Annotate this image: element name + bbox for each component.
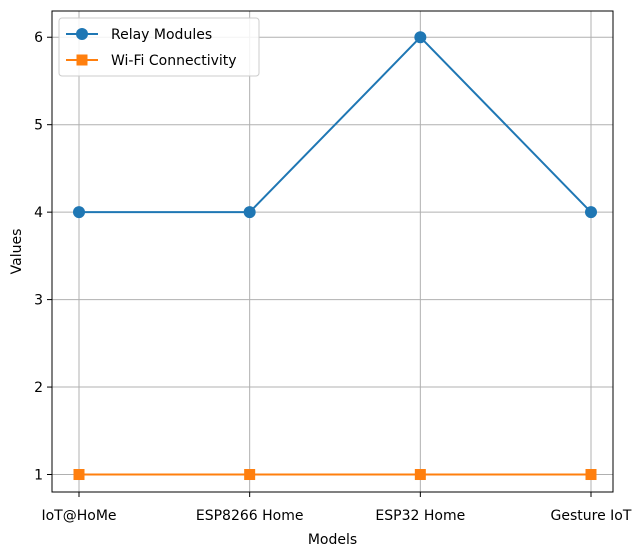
y-axis: 1 2 3 4 5 6 xyxy=(34,30,52,484)
y-tick-label: 1 xyxy=(34,468,43,484)
data-point xyxy=(585,469,597,481)
legend-box xyxy=(58,17,260,77)
y-tick-label: 5 xyxy=(34,118,43,134)
grid xyxy=(52,11,613,492)
x-tick-label: IoT@HoMe xyxy=(41,508,116,524)
y-tick-label: 4 xyxy=(34,205,43,221)
data-point xyxy=(414,31,427,44)
legend-label: Wi-Fi Connectivity xyxy=(111,53,237,69)
x-tick-label: ESP32 Home xyxy=(375,508,465,524)
plot-frame xyxy=(51,10,614,493)
data-point xyxy=(244,469,256,481)
y-tick-label: 3 xyxy=(34,293,43,309)
y-axis-title: Values xyxy=(9,229,25,275)
y-tick-label: 6 xyxy=(34,30,43,46)
legend-marker xyxy=(76,54,88,66)
x-axis-title: Models xyxy=(308,532,357,548)
legend-marker xyxy=(76,28,88,40)
x-tick-label: Gesture IoT xyxy=(551,508,632,524)
series xyxy=(73,469,597,481)
y-tick-label: 2 xyxy=(34,380,43,396)
data-point xyxy=(73,206,85,219)
data-point xyxy=(243,206,256,219)
series-group xyxy=(73,31,597,481)
legend-label: Relay Modules xyxy=(111,27,212,43)
data-point xyxy=(73,469,85,481)
x-tick-label: ESP8266 Home xyxy=(196,508,304,524)
series-line xyxy=(79,35,592,214)
data-point xyxy=(414,469,426,481)
legend: Relay Modules Wi-Fi Connectivity xyxy=(58,17,260,77)
data-point xyxy=(585,206,597,219)
series xyxy=(73,31,597,219)
x-axis: IoT@HoMe ESP8266 Home ESP32 Home Gesture Io… xyxy=(41,492,632,524)
